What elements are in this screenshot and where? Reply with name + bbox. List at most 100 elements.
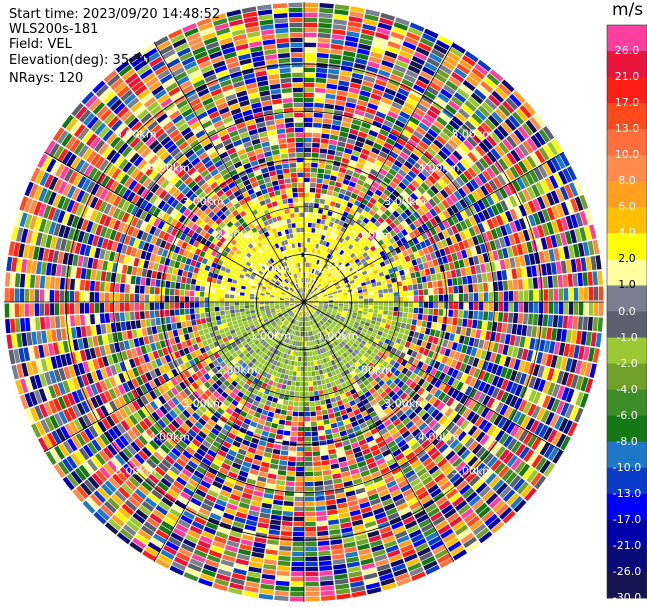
range-gate [378, 224, 385, 232]
range-gate [310, 416, 317, 422]
range-gate [304, 227, 308, 233]
range-gate [512, 90, 526, 104]
range-gate [353, 222, 360, 229]
range-gate [300, 366, 304, 372]
range-gate [438, 287, 444, 295]
range-gate [468, 293, 474, 302]
range-gate [498, 312, 504, 322]
range-gate [375, 32, 389, 41]
range-gate [326, 83, 338, 90]
range-gate [381, 146, 391, 155]
range-gate [353, 249, 360, 255]
range-gate [394, 142, 404, 151]
range-gate [304, 376, 309, 382]
range-gate [280, 535, 292, 542]
range-gate [332, 270, 337, 276]
range-gate [341, 157, 350, 164]
range-gate [347, 231, 354, 238]
range-gate [400, 212, 409, 220]
range-gate [304, 97, 314, 103]
range-gate [297, 426, 304, 432]
range-gate [488, 302, 494, 311]
range-gate [389, 106, 401, 115]
range-gate [306, 287, 308, 293]
range-gate [453, 92, 467, 103]
range-gate [363, 295, 369, 299]
range-gate [304, 262, 306, 268]
range-gate [305, 287, 307, 293]
range-gate [305, 516, 316, 522]
range-gate [311, 263, 314, 269]
range-gate [322, 262, 326, 268]
range-gate [300, 371, 304, 377]
range-gate [304, 177, 310, 183]
range-gate [325, 93, 336, 100]
range-gate [330, 44, 344, 50]
range-gate [313, 461, 322, 467]
range-gate [295, 381, 300, 387]
range-gate [317, 425, 325, 431]
range-gate [304, 192, 310, 198]
range-gate [293, 516, 304, 522]
range-gate [308, 288, 311, 294]
range-gate [329, 254, 334, 260]
range-gate [328, 243, 333, 249]
range-gate [347, 92, 359, 99]
range-gate [310, 421, 318, 427]
range-gate [363, 206, 371, 213]
range-gate [363, 18, 378, 27]
range-gate [362, 217, 370, 224]
range-gate [361, 210, 368, 217]
range-gate [314, 281, 319, 286]
range-gate [333, 240, 339, 246]
range-gate [307, 295, 311, 299]
range-gate [360, 33, 374, 41]
range-gate [370, 224, 378, 231]
range-gate [290, 576, 304, 582]
range-gate [306, 252, 309, 258]
range-gate [348, 181, 357, 188]
range-gate [308, 202, 314, 208]
range-gate [316, 259, 320, 265]
range-gate [453, 309, 459, 318]
range-gate [373, 305, 379, 310]
range-gate [383, 302, 389, 306]
range-gate [305, 282, 307, 288]
range-gate [383, 297, 389, 302]
range-gate [305, 571, 319, 577]
range-gate [417, 314, 423, 321]
range-gate [337, 141, 346, 148]
range-gate [486, 73, 500, 86]
range-gate [316, 249, 321, 255]
range-gate [354, 183, 363, 191]
range-gate [368, 302, 374, 306]
range-gate [382, 55, 396, 64]
range-gate [418, 308, 424, 314]
range-gate [304, 22, 318, 28]
range-gate [304, 92, 314, 98]
range-gate [527, 278, 534, 290]
range-gate [403, 160, 414, 170]
range-gate [431, 48, 445, 59]
range-gate [395, 206, 404, 215]
range-gate [298, 421, 304, 427]
range-gate [503, 291, 509, 301]
range-gate [313, 112, 323, 118]
range-gate [422, 282, 428, 289]
range-gate [377, 22, 392, 31]
range-gate [292, 371, 297, 376]
range-gate [391, 146, 401, 155]
range-gate [320, 404, 327, 410]
range-gate [363, 75, 376, 83]
range-gate [376, 172, 385, 180]
range-gate [320, 280, 325, 285]
range-gate [434, 97, 447, 108]
range-gate [368, 129, 379, 138]
range-gate [418, 289, 424, 296]
range-gate [325, 241, 330, 248]
range-gate [314, 264, 318, 270]
range-gate [344, 106, 355, 114]
range-gate [507, 312, 514, 323]
range-gate [383, 119, 394, 128]
range-gate [393, 297, 399, 302]
